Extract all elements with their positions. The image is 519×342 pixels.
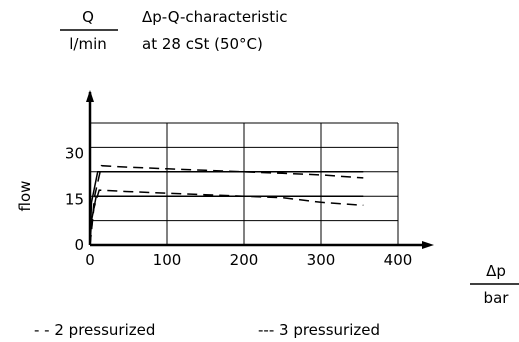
x-unit-top: Δp [486, 262, 506, 280]
x-tick-label: 400 [384, 251, 413, 269]
x-axis-arrow [422, 241, 434, 249]
grid [89, 122, 399, 246]
chart-title-line2: at 28 cSt (50°C) [142, 35, 263, 53]
solid-series-line-2 [89, 195, 364, 246]
y-axis-label: flow [16, 181, 34, 212]
y-tick-label: 15 [65, 190, 84, 208]
y-unit-top: Q [82, 8, 94, 26]
y-tick-label: 0 [74, 236, 84, 254]
dashed-series-line-3 [89, 164, 364, 246]
y-tick-label: 30 [65, 145, 84, 163]
y-unit-bottom: l/min [69, 35, 107, 53]
axes [86, 90, 434, 249]
series-group [89, 164, 364, 246]
solid-series-line-1 [89, 171, 364, 246]
x-tick-label: 200 [230, 251, 259, 269]
legend-item-3-pressurized: --- 3 pressurized [258, 321, 380, 339]
x-tick-label: 300 [307, 251, 336, 269]
x-unit-bottom: bar [484, 289, 510, 307]
tick-labels: 0 100 200 300 400 0 15 30 [65, 145, 412, 270]
x-tick-label: 0 [85, 251, 95, 269]
chart-title-line1: Δp-Q-characteristic [142, 8, 288, 26]
y-axis-arrow [86, 90, 94, 102]
legend-item-2-pressurized: - - 2 pressurized [34, 321, 155, 339]
dashed-series-line-4 [89, 189, 364, 246]
x-tick-label: 100 [153, 251, 182, 269]
